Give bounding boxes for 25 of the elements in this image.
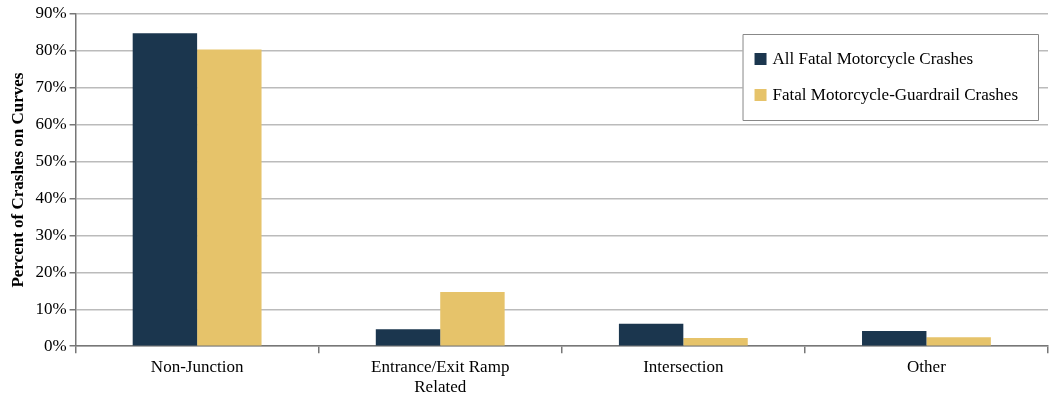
y-tick-label: 0% (43, 335, 67, 355)
legend-label: All Fatal Motorcycle Crashes (772, 49, 974, 69)
y-tick-label: 40% (35, 188, 67, 208)
x-tick-label: Entrance/Exit Ramp Related (371, 356, 510, 397)
y-tick-label: 90% (35, 3, 67, 23)
bar (926, 337, 991, 346)
y-tick-label: 50% (35, 151, 67, 171)
x-tick-label: Non-Junction (150, 356, 244, 376)
y-tick-label: 80% (35, 40, 67, 60)
y-tick-label: 30% (35, 224, 67, 244)
y-axis-title: Percent of Crashes on Curves (7, 72, 27, 288)
legend-label: Fatal Motorcycle-Guardrail Crashes (772, 85, 1019, 105)
x-tick-label: Other (907, 356, 947, 376)
bar (618, 323, 684, 346)
y-tick-label: 10% (35, 298, 67, 318)
bar (375, 329, 441, 346)
bar (440, 291, 505, 346)
bar (197, 49, 262, 346)
bar (862, 331, 927, 346)
y-tick-label: 20% (35, 261, 67, 281)
bar (683, 338, 748, 346)
y-tick-label: 70% (35, 77, 67, 97)
x-tick-label: Intersection (643, 356, 724, 376)
bar (132, 33, 198, 346)
y-tick-label: 60% (35, 114, 67, 134)
